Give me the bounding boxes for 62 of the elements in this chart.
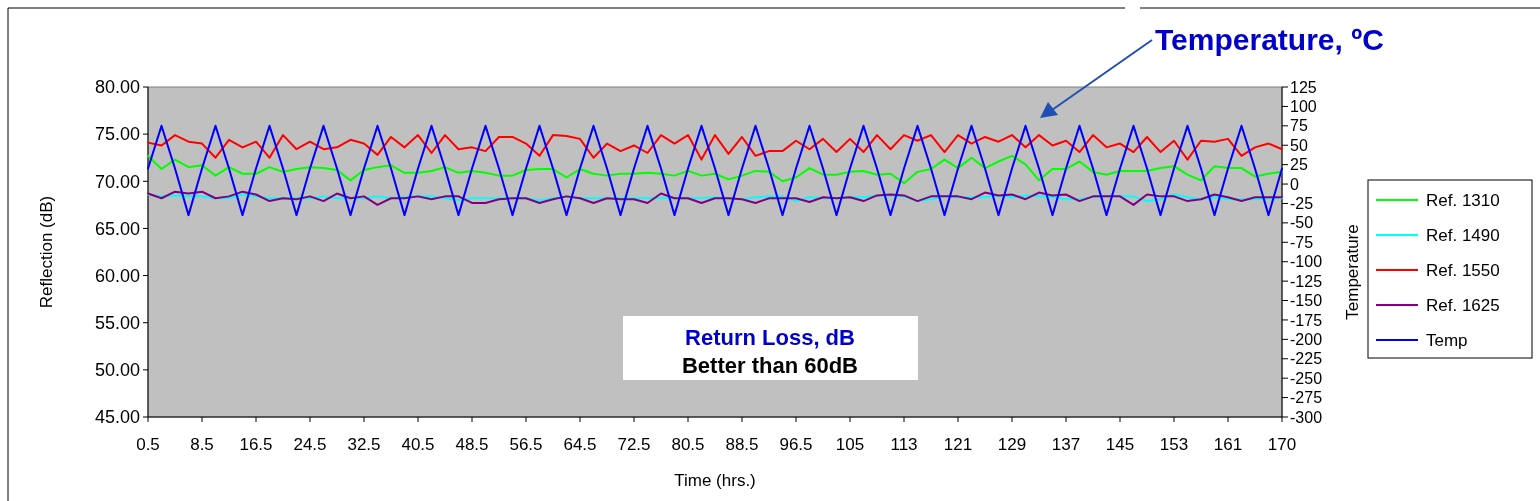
y2-tick-label: -75 (1290, 233, 1314, 251)
x-tick-label: 153 (1159, 435, 1189, 454)
y-tick-label: 55.00 (94, 313, 140, 334)
y-axis-title: Reflection (dB) (37, 195, 56, 309)
x-tick-label: 170 (1267, 435, 1297, 454)
legend-label: Ref. 1550 (1426, 260, 1500, 280)
y2-tick-label: -225 (1290, 350, 1323, 368)
legend-label: Ref. 1310 (1426, 190, 1500, 210)
y2-tick-label: -250 (1290, 369, 1323, 387)
y-tick-label: 60.00 (94, 265, 140, 286)
legend-label: Ref. 1490 (1426, 225, 1500, 245)
y2-tick-label: 25 (1290, 156, 1308, 174)
note-box: Return Loss, dB Better than 60dB (623, 316, 918, 380)
legend-label: Ref. 1625 (1426, 295, 1500, 315)
annotation: Better than 60dB (681, 353, 859, 378)
y2-tick-label: -25 (1290, 195, 1314, 213)
y-tick-label: 50.00 (94, 360, 140, 381)
x-tick-label: 80.5 (671, 435, 705, 454)
y-tick-label: 80.00 (94, 77, 140, 98)
y2-tick-label: -300 (1290, 408, 1323, 426)
x-tick-label: 105 (835, 435, 865, 454)
x-tick-label: 72.5 (617, 435, 651, 454)
x-tick-label: 137 (1051, 435, 1081, 454)
y2-tick-label: 50 (1290, 136, 1308, 154)
annotation: Return Loss, dB (685, 325, 855, 350)
y2-tick-label: -175 (1290, 311, 1323, 329)
x-tick-label: 64.5 (563, 435, 597, 454)
legend-label: Temp (1426, 330, 1468, 350)
line-series (147, 154, 1283, 185)
x-tick-label: 161 (1213, 435, 1243, 454)
x-tick-label: 24.5 (293, 435, 327, 454)
x-tick-label: 40.5 (401, 435, 435, 454)
x-tick-label: 96.5 (779, 435, 813, 454)
y-tick-label: 75.00 (94, 124, 140, 145)
y2-tick-label: -50 (1290, 214, 1314, 232)
y2-tick-label: -100 (1290, 253, 1323, 271)
y2-tick-label: -125 (1290, 272, 1323, 290)
y2-tick-label: -200 (1290, 330, 1323, 348)
y2-tick-label: 100 (1290, 98, 1317, 116)
x-tick-label: 129 (997, 435, 1027, 454)
line-series (147, 134, 1283, 161)
x-tick-label: 56.5 (509, 435, 543, 454)
text: Temperature, ºC (1155, 23, 1384, 56)
y2-tick-label: -150 (1290, 292, 1323, 310)
x-tick-label: 16.5 (239, 435, 273, 454)
x-tick-label: 113 (890, 435, 918, 454)
x-tick-label: 121 (943, 435, 973, 454)
x-axis-title: Time (hrs.) (674, 471, 756, 490)
y-tick-label: 70.00 (94, 171, 140, 192)
y2-tick-label: 75 (1290, 117, 1308, 135)
y2-axis-title: Temperature (1343, 224, 1362, 320)
x-tick-label: 32.5 (347, 435, 381, 454)
y2-tick-label: 0 (1290, 175, 1299, 193)
y-tick-label: 65.00 (94, 218, 140, 239)
x-tick-label: 48.5 (455, 435, 489, 454)
x-tick-label: 145 (1105, 435, 1135, 454)
x-tick-label: 8.5 (190, 435, 214, 454)
y-tick-label: 45.00 (94, 407, 140, 428)
y2-tick-label: -275 (1290, 389, 1323, 407)
x-tick-label: 0.5 (136, 435, 160, 454)
y2-tick-label: 125 (1290, 78, 1317, 96)
x-tick-label: 88.5 (725, 435, 759, 454)
